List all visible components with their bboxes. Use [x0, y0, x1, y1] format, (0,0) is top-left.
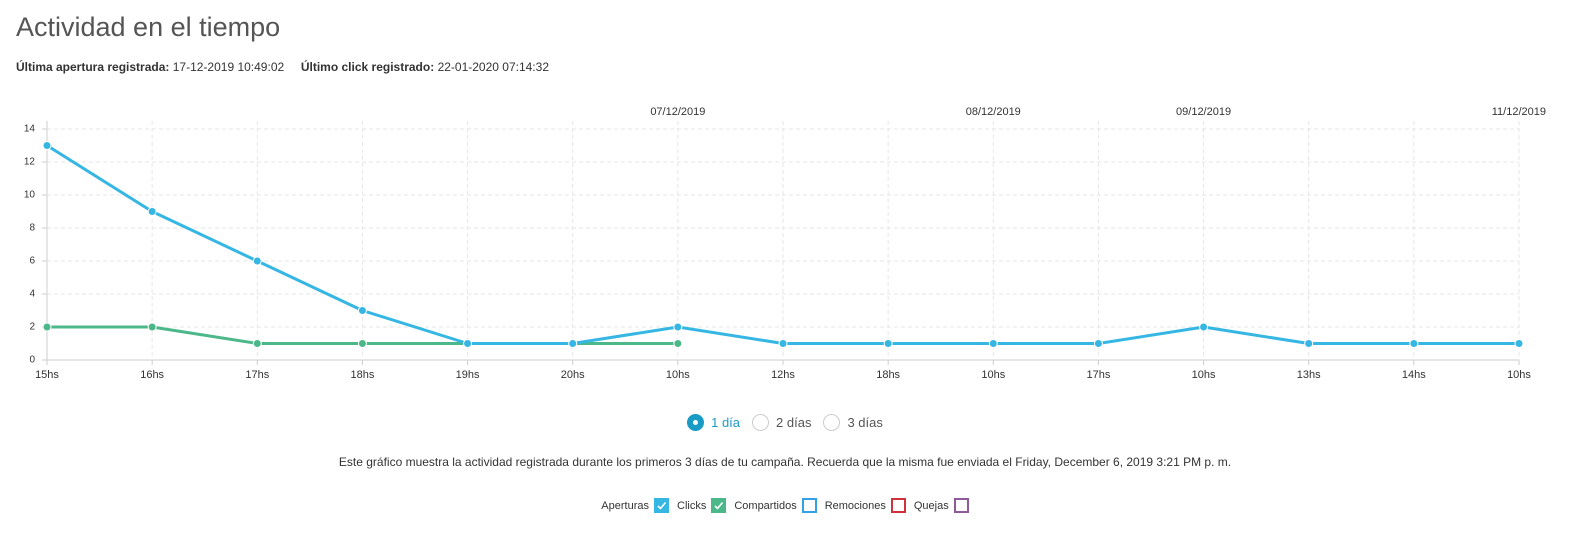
- check-mark: [714, 501, 724, 510]
- info-line: Última apertura registrada: 17-12-2019 1…: [16, 60, 549, 74]
- radio-label: 1 día: [711, 415, 741, 430]
- range-option[interactable]: 2 días: [752, 414, 811, 431]
- radio-dot: [752, 414, 770, 431]
- y-tick-label: 8: [29, 223, 35, 234]
- data-point: [1409, 339, 1419, 348]
- x-tick-label: 20hs: [561, 369, 585, 381]
- x-tick-label: 13hs: [1297, 369, 1321, 381]
- date-label: 11/12/2019: [1492, 106, 1546, 118]
- legend-item[interactable]: Clicks: [677, 498, 727, 513]
- data-point: [1199, 322, 1209, 332]
- legend: Aperturas Clicks Compartidos Remociones Quej…: [0, 498, 1570, 513]
- data-point: [568, 339, 578, 348]
- data-point: [673, 339, 683, 348]
- data-point: [147, 322, 157, 332]
- last-click-value: 22-01-2020 07:14:32: [437, 60, 549, 74]
- legend-checkbox[interactable]: [953, 498, 969, 513]
- x-tick-label: 10hs: [981, 369, 1005, 381]
- data-point: [252, 339, 262, 348]
- y-tick-label: 10: [24, 190, 36, 201]
- radio-label: 2 días: [776, 415, 812, 430]
- data-point: [883, 339, 893, 348]
- radio-label: 3 días: [847, 415, 883, 430]
- legend-label: Quejas: [913, 499, 949, 512]
- x-tick-label: 10hs: [1507, 369, 1531, 381]
- x-tick-label: 10hs: [666, 369, 690, 381]
- date-label: 08/12/2019: [966, 106, 1021, 118]
- data-point: [357, 306, 367, 315]
- legend-item[interactable]: Compartidos: [734, 498, 817, 513]
- date-label: 07/12/2019: [650, 106, 705, 118]
- y-tick-label: 12: [24, 157, 36, 168]
- range-option[interactable]: 3 días: [823, 414, 883, 431]
- y-tick-label: 6: [29, 256, 35, 267]
- x-tick-label: 19hs: [456, 369, 480, 381]
- radio-dot: [823, 414, 841, 431]
- legend-item[interactable]: Aperturas: [601, 498, 669, 513]
- radio-dot: [687, 414, 705, 431]
- data-point: [1093, 339, 1103, 348]
- last-open-label: Última apertura registrada:: [16, 60, 170, 74]
- y-tick-label: 2: [29, 322, 35, 333]
- data-point: [988, 339, 998, 348]
- legend-checkbox[interactable]: [801, 498, 817, 513]
- x-tick-label: 12hs: [771, 369, 795, 381]
- legend-label: Remociones: [824, 499, 886, 512]
- legend-checkbox[interactable]: [654, 498, 669, 513]
- check-mark: [657, 501, 667, 510]
- last-click-label: Último click registrado:: [300, 60, 435, 74]
- data-point: [42, 141, 52, 150]
- legend-checkbox[interactable]: [711, 498, 727, 513]
- data-point: [778, 339, 788, 348]
- legend-item[interactable]: Remociones: [825, 498, 906, 513]
- data-point: [463, 339, 473, 348]
- x-tick-label: 17hs: [1086, 369, 1110, 381]
- legend-label: Clicks: [677, 499, 707, 512]
- data-point: [1514, 339, 1524, 348]
- x-tick-label: 15hs: [35, 369, 59, 381]
- legend-label: Compartidos: [734, 499, 797, 512]
- check-icon: [714, 501, 724, 510]
- data-point: [147, 207, 157, 216]
- data-point: [1304, 339, 1314, 348]
- chart: 0 2 4 6 8 10 12 14 15hs 16hs 17hs 18hs 19hs 20hs 10hs 0…: [24, 106, 1546, 381]
- note: Este gráfico muestra la actividad regist…: [338, 455, 1232, 469]
- x-tick-label: 18hs: [876, 369, 900, 381]
- legend-checkbox[interactable]: [890, 498, 906, 513]
- date-label: 09/12/2019: [1176, 106, 1231, 118]
- data-point: [252, 256, 262, 266]
- y-tick-label: 4: [29, 289, 35, 300]
- legend-label: Aperturas: [601, 499, 649, 512]
- x-tick-label: 16hs: [140, 369, 164, 381]
- range-selector: 1 día 2 días 3 días: [0, 414, 1570, 434]
- data-point: [42, 322, 52, 332]
- range-option[interactable]: 1 día: [687, 414, 740, 431]
- x-tick-label: 14hs: [1402, 369, 1426, 381]
- x-tick-label: 10hs: [1192, 369, 1216, 381]
- data-point: [673, 322, 683, 332]
- check-icon: [657, 501, 667, 510]
- y-tick-label: 0: [29, 355, 35, 366]
- data-point: [357, 339, 367, 348]
- y-tick-label: 14: [24, 124, 36, 135]
- x-tick-label: 18hs: [350, 369, 374, 381]
- legend-item[interactable]: Quejas: [914, 498, 969, 513]
- last-open-value: 17-12-2019 10:49:02: [172, 60, 285, 74]
- page-title: Actividad en el tiempo: [16, 12, 281, 42]
- x-tick-label: 17hs: [245, 369, 269, 381]
